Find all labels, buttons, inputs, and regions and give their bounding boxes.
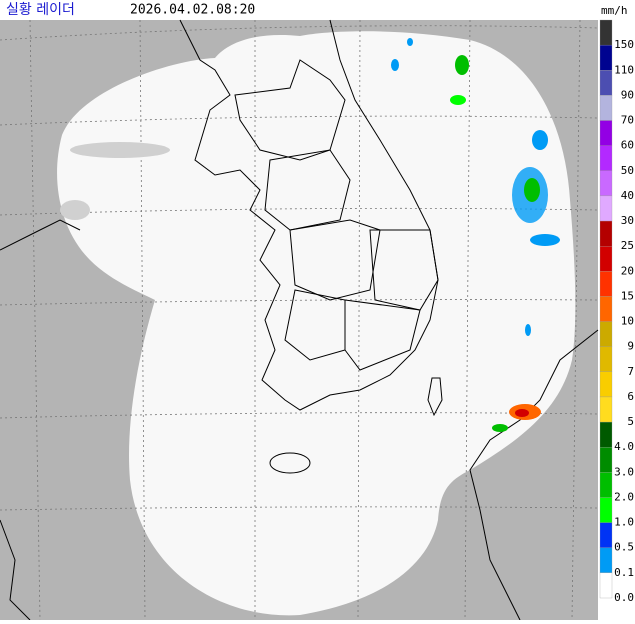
legend-swatch [599, 447, 613, 473]
legend-swatch [599, 44, 613, 71]
legend-label: 110 [614, 63, 634, 76]
legend-swatch [599, 19, 613, 46]
legend-swatch [599, 572, 613, 599]
legend-label: 5 [627, 415, 634, 428]
legend-label: 50 [621, 164, 634, 177]
legend-swatch [599, 246, 613, 272]
legend-label: 3.0 [614, 465, 634, 478]
radar-coverage [57, 31, 576, 616]
legend-swatch [599, 271, 613, 297]
legend-label: 1.0 [614, 516, 634, 529]
coastlines [0, 19, 599, 621]
legend-label: 70 [621, 114, 634, 127]
legend-swatch [599, 120, 613, 146]
legend-label: 6 [627, 390, 634, 403]
legend-swatch [599, 145, 613, 171]
legend-label: 0.5 [614, 541, 634, 554]
legend-swatch [599, 170, 613, 197]
legend-label: 15 [621, 289, 634, 302]
legend-label: 150 [614, 38, 634, 51]
legend-label: 25 [621, 239, 634, 252]
title: 실황 레이더 [6, 2, 75, 18]
legend-swatch [599, 396, 613, 423]
legend-swatch [599, 421, 613, 448]
legend-label: 9 [627, 340, 634, 353]
legend-swatch [599, 195, 613, 222]
legend-label: 0.1 [614, 566, 634, 579]
legend-label: 0.0 [614, 591, 634, 604]
legend-label: 60 [621, 139, 634, 152]
legend-swatch [599, 497, 613, 523]
legend-swatch [599, 296, 613, 322]
map [0, 19, 599, 621]
legend-swatch [599, 522, 613, 548]
legend-label: 40 [621, 189, 634, 202]
legend-label: 90 [621, 88, 634, 101]
legend-label: 7 [627, 365, 634, 378]
legend-swatch [599, 220, 613, 247]
rain-echoes [60, 38, 560, 432]
legend-label: 20 [621, 264, 634, 277]
legend-swatch [599, 472, 613, 498]
legend-label: 10 [621, 315, 634, 328]
unit: mm/h [601, 4, 628, 17]
legend-label: 30 [621, 214, 634, 227]
legend-swatch [599, 321, 613, 347]
legend-swatch [599, 346, 613, 372]
legend-label: 4.0 [614, 440, 634, 453]
legend: 150 110 90 70 60 50 40 30 25 20 15 10 9 7 6 5 4.0 3.0 2.0 1… [599, 19, 634, 604]
legend-label: 2.0 [614, 490, 634, 503]
grid [0, 19, 599, 621]
legend-swatch [599, 547, 613, 574]
timestamp: 2026.04.02.08:20 [130, 3, 255, 18]
legend-swatch [599, 95, 613, 121]
legend-swatch [599, 70, 613, 96]
legend-swatch [599, 371, 613, 398]
